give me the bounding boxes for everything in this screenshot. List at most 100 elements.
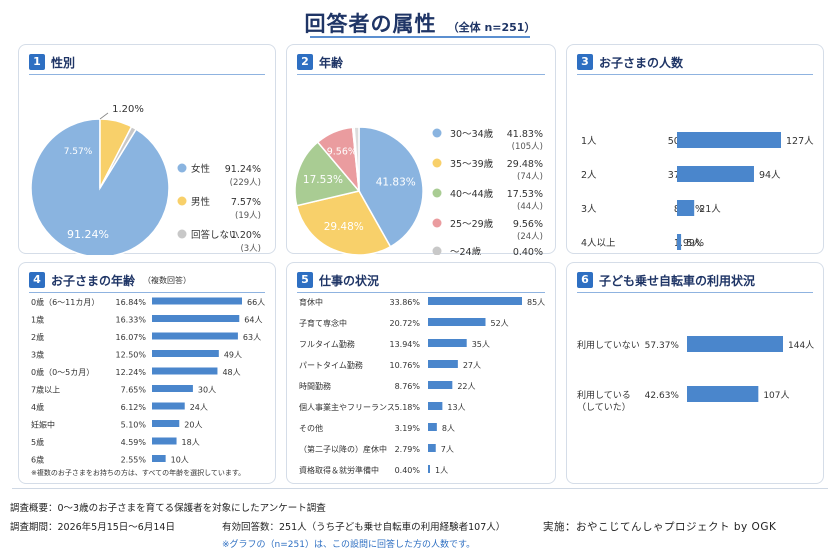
bar-category-label: 資格取得＆就労準備中 — [299, 465, 379, 475]
panel-footnote: ※複数のお子さまをお持ちの方は、すべての年齢を選択しています。 — [31, 468, 245, 477]
bar-count-label: 24人 — [190, 403, 208, 412]
footer-divider — [12, 488, 828, 489]
bar-count-label: 64人 — [244, 316, 262, 325]
bar — [677, 234, 682, 250]
panel-children-age: 4 お子さまの年齢 （複数回答） 0歳（6～11カ月） 16.84% 66人 1歳 16.3… — [18, 262, 276, 484]
bar-count-label: 48人 — [222, 368, 240, 377]
legend-label: 回答しない — [191, 229, 239, 241]
bar — [677, 166, 754, 182]
page-subtitle: （全体 n=251） — [447, 21, 536, 34]
pie-slice-2 — [294, 141, 361, 207]
bar-category-label: フルタイム勤務 — [299, 339, 355, 349]
bar-category-label: 0歳（6～11カ月） — [31, 297, 99, 307]
legend-percent: 0.40% — [513, 247, 543, 255]
bar-category-label: 3歳 — [31, 350, 44, 360]
bar-percent-label: 5.10% — [121, 421, 147, 430]
bar — [152, 420, 180, 427]
panel-gender: 1 性別 91.24% 7.57% 1.20% 女性 91.24% (229人) 男性 7.57… — [18, 44, 276, 255]
legend-marker — [432, 158, 442, 168]
pie-data-label: 17.53% — [303, 174, 343, 186]
bar-category-label: その他 — [299, 423, 323, 433]
bar — [428, 381, 453, 389]
bar-percent-label: 10.76% — [389, 361, 420, 370]
legend-label: 25～29歳 — [450, 218, 494, 230]
legend-label: 30～34歳 — [450, 128, 494, 140]
pie-leader-line — [99, 112, 109, 120]
bar-category-label: 子育て専念中 — [299, 318, 347, 328]
legend-label: 女性 — [191, 163, 211, 175]
bar — [428, 444, 436, 452]
legend-marker — [177, 196, 187, 206]
panel-title: お子さまの人数 — [599, 55, 684, 70]
panel-title: 年齢 — [319, 55, 344, 70]
bar — [687, 336, 783, 352]
bar-count-label: 66人 — [247, 298, 265, 307]
bar-category-label: 利用している — [577, 389, 631, 401]
bar-percent-label: 6.12% — [121, 403, 147, 412]
bar-count-label: 5人 — [686, 238, 702, 249]
bar — [152, 332, 238, 340]
bar-count-label: 10人 — [171, 456, 189, 465]
legend-marker — [177, 229, 187, 239]
panel-note: （複数回答） — [143, 275, 192, 285]
bar-category-label: パートタイム勤務 — [299, 360, 363, 370]
bar-count-label: 35人 — [472, 340, 490, 349]
bar-count-label: 27人 — [463, 361, 481, 370]
bar-category-label: （第二子以降の）産休中 — [299, 444, 387, 454]
children-age-bar-chart: 0歳（6～11カ月） 16.84% 66人 1歳 16.33% 64人 2歳 16.07% 63… — [31, 297, 265, 477]
children-count-bar-chart: 1人50.60%127人2人37.45%94人3人8.37%21人4人以上1.9… — [581, 132, 814, 250]
bar-percent-label: 16.07% — [115, 333, 146, 342]
bar-category-label: 3人 — [581, 204, 597, 215]
pie-slice-1 — [295, 190, 392, 255]
panel-number: 1 — [29, 54, 45, 70]
bar-category-label: 5歳 — [31, 437, 44, 447]
bar-percent-label: 4.59% — [121, 438, 147, 447]
bar-count-label: 107人 — [763, 390, 789, 401]
bar-category-label: 妊娠中 — [31, 420, 55, 430]
legend-percent: 17.53% — [507, 189, 543, 200]
bar-percent-label: 16.84% — [115, 298, 146, 307]
page-header: 回答者の属性 （全体 n=251） — [0, 8, 840, 38]
pie-data-label: 91.24% — [67, 228, 109, 241]
bar-count-label: 94人 — [759, 170, 781, 181]
bar-percent-label: 33.86% — [389, 298, 420, 307]
panel-number: 2 — [297, 54, 313, 70]
bar-percent-label: 20.72% — [389, 319, 420, 328]
bar — [687, 386, 759, 402]
footer-note: ※グラフの（n=251）は、この設問に回答した方の人数です。 — [222, 540, 476, 550]
legend-percent: 1.20% — [231, 230, 261, 241]
bar-count-label: 30人 — [198, 386, 216, 395]
bar-percent-label: 8.76% — [395, 382, 421, 391]
bar-percent-label: 42.63% — [645, 391, 680, 401]
bar — [677, 132, 781, 148]
legend-percent: 29.48% — [507, 159, 543, 170]
bar — [152, 402, 185, 410]
bar-category-label: 4歳 — [31, 402, 44, 412]
panel-work-status: 5 仕事の状況 育休中 33.86% 85人 子育て専念中 20.72% 52人 フルタイム勤… — [286, 262, 556, 484]
title-underline — [310, 36, 530, 38]
bar-category-label: 個人事業主やフリーランス — [299, 402, 395, 412]
pie-data-label: 41.83% — [376, 176, 416, 188]
legend-count: (19人) — [235, 211, 261, 221]
pie-data-label: 29.48% — [324, 221, 364, 233]
bar — [152, 455, 166, 462]
panel-number: 5 — [297, 272, 313, 288]
page-title: 回答者の属性 — [304, 12, 437, 36]
panel-title: お子さまの年齢 — [51, 273, 136, 288]
legend-count: (3人) — [240, 244, 261, 254]
organizer: 実施：おやこじてんしゃプロジェクト by OGK — [543, 521, 777, 533]
bar-percent-label: 12.24% — [115, 368, 146, 377]
pie-data-label: 9.56% — [327, 146, 357, 157]
legend-count: (229人) — [230, 178, 261, 188]
legend-marker — [432, 246, 442, 255]
pie-slice-2 — [99, 125, 138, 189]
bar-category-label: 6歳 — [31, 455, 44, 465]
panel-title: 仕事の状況 — [319, 273, 380, 288]
legend-marker — [432, 218, 442, 228]
bar-percent-label: 13.94% — [389, 340, 420, 349]
panel-bike-usage: 6 子ども乗せ自転車の利用状況 利用していない 57.37% 144人 利用している （し… — [566, 262, 824, 484]
bar-count-label: 21人 — [699, 204, 721, 215]
bar-count-label: 63人 — [243, 333, 261, 342]
